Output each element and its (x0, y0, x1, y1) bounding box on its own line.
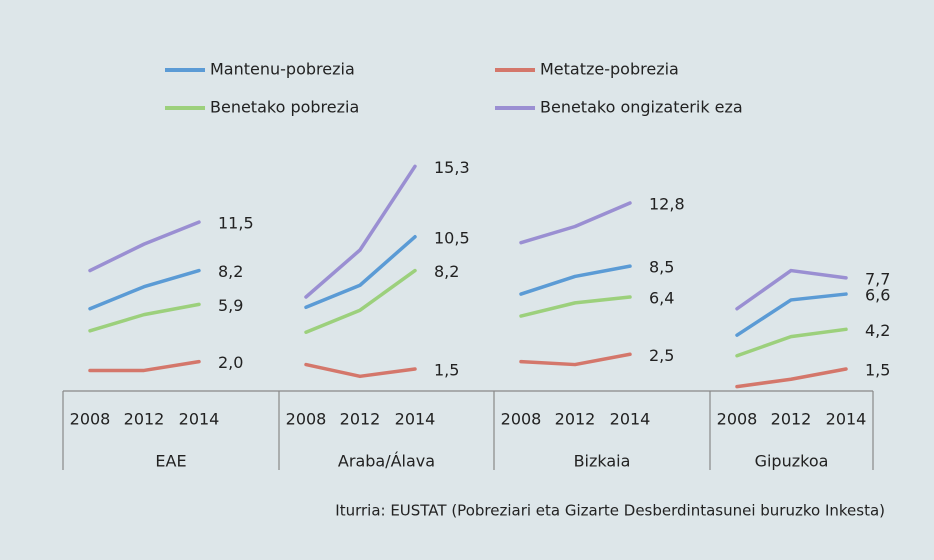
series-line (88, 268, 201, 311)
x-tick-label: 2008 (501, 410, 542, 429)
data-label: 10,5 (434, 228, 470, 247)
series-line (735, 292, 848, 337)
x-tick-label: 2008 (286, 410, 327, 429)
series-line (519, 201, 632, 245)
legend-label: Benetako ongizaterik eza (540, 98, 743, 117)
group-label: Bizkaia (574, 452, 631, 471)
group-label: Gipuzkoa (755, 452, 829, 471)
data-label: 12,8 (649, 195, 685, 214)
data-label: 8,2 (434, 262, 459, 281)
x-tick-label: 2014 (610, 410, 651, 429)
legend-label: Benetako pobrezia (210, 98, 359, 117)
series-line (304, 164, 417, 299)
x-tick-label: 2012 (555, 410, 596, 429)
series-line (519, 352, 632, 367)
data-label: 6,4 (649, 289, 674, 308)
series-line (88, 359, 201, 373)
series-line (519, 295, 632, 318)
x-tick-label: 2012 (340, 410, 381, 429)
data-label: 4,2 (865, 321, 890, 340)
legend-label: Metatze-pobrezia (540, 60, 679, 79)
data-label: 8,5 (649, 258, 674, 277)
data-label: 2,0 (218, 353, 243, 372)
data-label: 11,5 (218, 214, 254, 233)
source: Iturria: EUSTAT (Pobreziari eta Gizarte … (335, 502, 885, 520)
data-label: 2,5 (649, 346, 674, 365)
x-tick-label: 2008 (70, 410, 111, 429)
group-label: EAE (155, 452, 186, 471)
data-label: 8,2 (218, 262, 243, 281)
x-tick-label: 2008 (717, 410, 758, 429)
series-line (88, 220, 201, 273)
series-line (304, 362, 417, 379)
data-label: 1,5 (865, 360, 890, 379)
data-label: 6,6 (865, 286, 890, 305)
x-tick-label: 2012 (124, 410, 165, 429)
data-label: 5,9 (218, 296, 243, 315)
x-tick-label: 2014 (395, 410, 436, 429)
data-label: 1,5 (434, 360, 459, 379)
series-line (304, 268, 417, 334)
series-line (88, 302, 201, 333)
x-tick-label: 2014 (826, 410, 867, 429)
data-label: 15,3 (434, 158, 470, 177)
data-label: 7,7 (865, 269, 890, 288)
series-line (735, 268, 848, 311)
legend-label: Mantenu-pobrezia (210, 60, 355, 79)
series-line (735, 327, 848, 358)
series-line (735, 367, 848, 389)
group-label: Araba/Álava (338, 452, 435, 471)
series-line (519, 264, 632, 296)
x-tick-label: 2014 (179, 410, 220, 429)
x-tick-label: 2012 (771, 410, 812, 429)
series-line (304, 235, 417, 310)
